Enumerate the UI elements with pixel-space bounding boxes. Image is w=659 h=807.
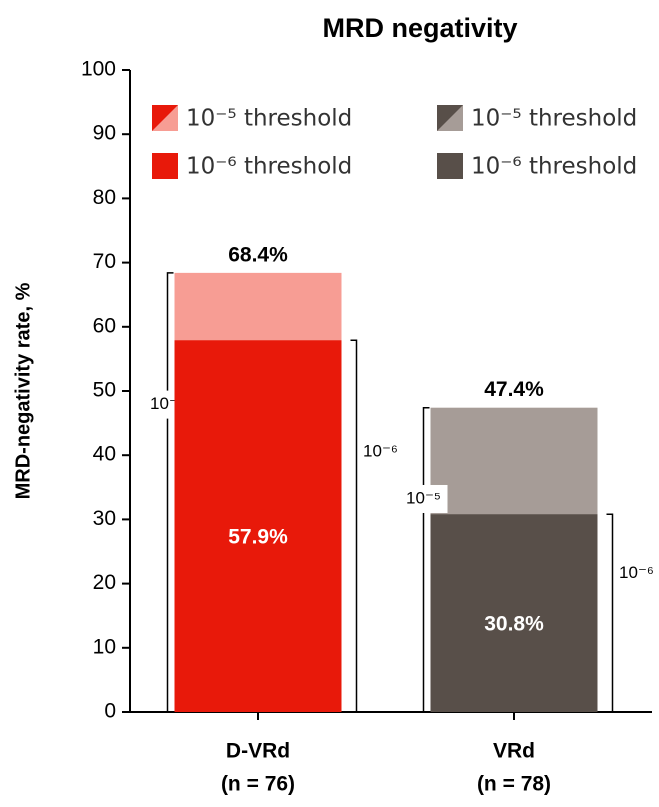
bracket: [350, 339, 358, 713]
value-label: 57.9%: [228, 526, 288, 549]
legend-label: 10⁻⁵ threshold: [186, 106, 352, 132]
bracket: [606, 513, 614, 713]
legend-label: 10⁻⁶ threshold: [471, 154, 637, 180]
legend-label: 10⁻⁵ threshold: [471, 106, 637, 132]
bracket-label: 10⁻⁶: [619, 563, 654, 582]
x-tick-sublabel: (n = 78): [477, 773, 551, 796]
legend-label: 10⁻⁶ threshold: [186, 154, 352, 180]
x-tick-sublabel: (n = 76): [221, 773, 295, 796]
y-tick-label: 0: [104, 700, 116, 723]
y-tick-label: 60: [93, 314, 116, 337]
legend-swatch-mark: [437, 105, 463, 131]
x-tick-label: VRd: [493, 740, 535, 763]
bracket: [422, 406, 430, 713]
bracket-label: 10⁻⁶: [363, 441, 398, 460]
y-axis-label: MRD-negativity rate, %: [12, 282, 34, 499]
y-tick-label: 70: [93, 250, 116, 273]
legend-swatch: [152, 153, 178, 179]
y-tick-label: 40: [93, 443, 116, 466]
y-tick-label: 100: [81, 58, 116, 81]
y-tick-label: 80: [93, 186, 116, 209]
bracket: [166, 272, 174, 713]
bar: [174, 340, 342, 712]
bracket-label-bg: [399, 484, 448, 513]
y-tick-label: 50: [93, 379, 116, 402]
value-label: 68.4%: [228, 243, 288, 266]
legend-swatch: [437, 153, 463, 179]
y-tick-label: 30: [93, 507, 116, 530]
x-tick-label: D-VRd: [226, 740, 290, 763]
bracket-label: 10⁻⁵: [406, 488, 441, 507]
chart-title: MRD negativity: [322, 13, 517, 43]
value-label: 47.4%: [484, 378, 544, 401]
y-tick-label: 90: [93, 122, 116, 145]
value-label: 30.8%: [484, 613, 544, 636]
bar: [430, 514, 598, 712]
y-tick-label: 20: [93, 571, 116, 594]
legend-swatch-mark: [152, 105, 178, 131]
y-tick-label: 10: [93, 635, 116, 658]
